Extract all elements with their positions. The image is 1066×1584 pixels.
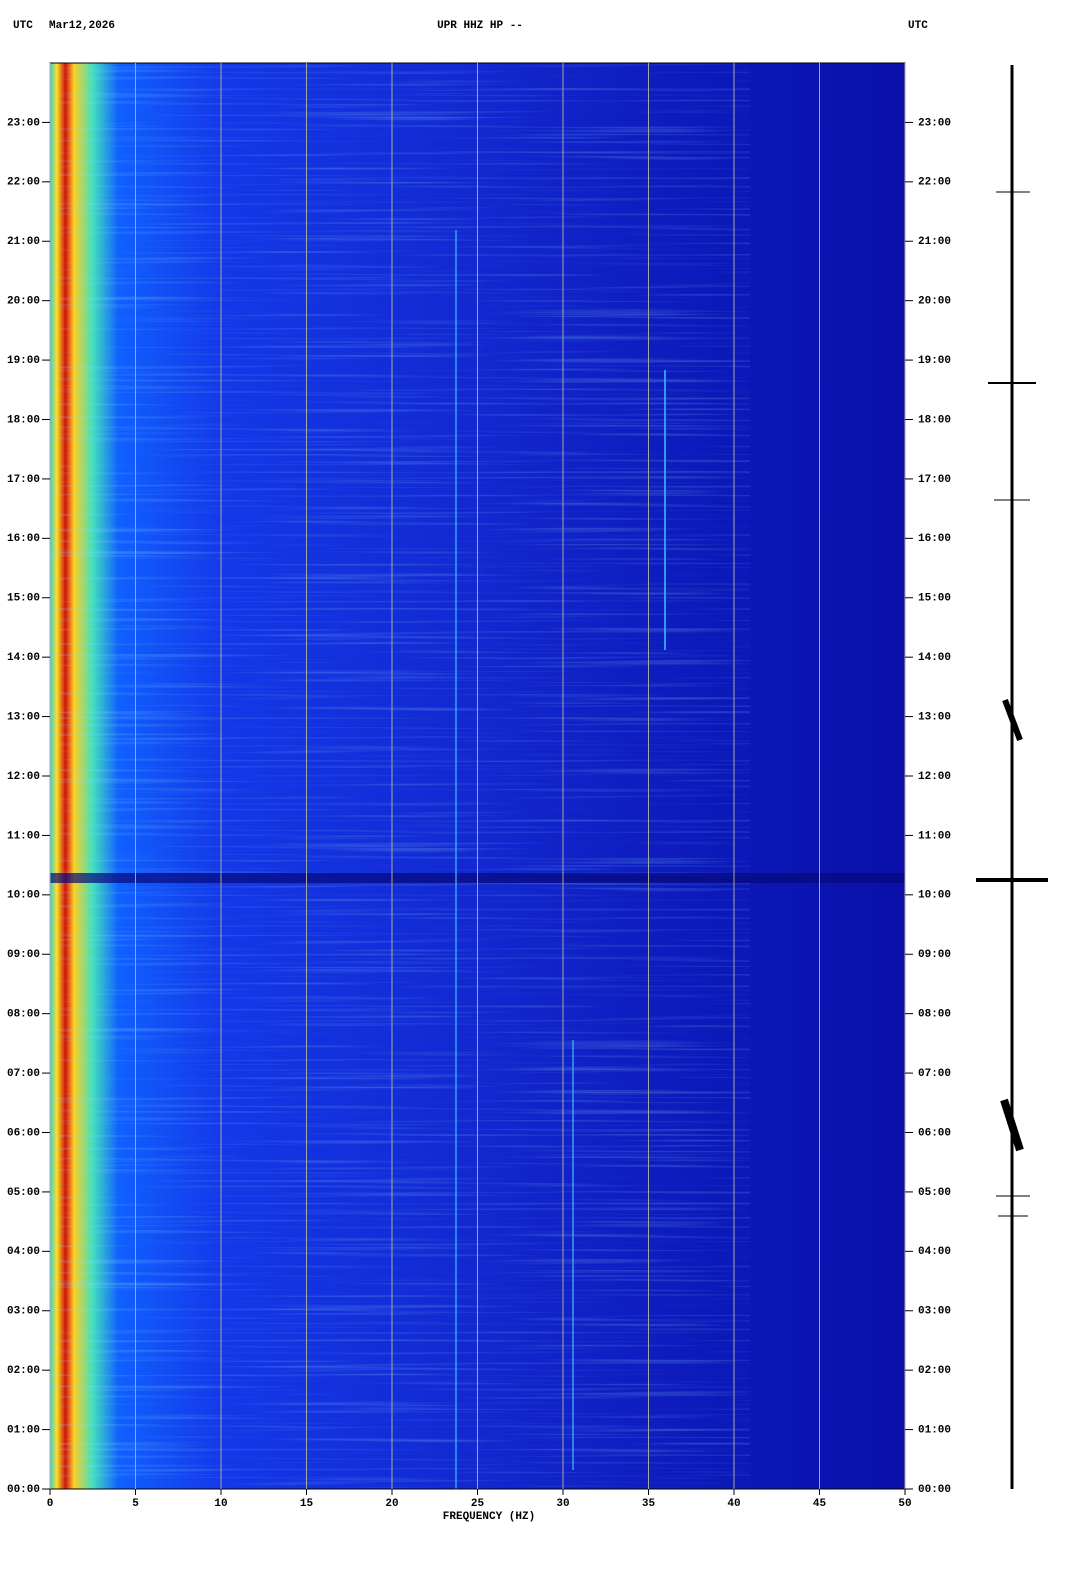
y-tick-label: 20:00 [918, 296, 951, 308]
y-tick-label: 18:00 [918, 414, 951, 426]
x-tick-label: 35 [642, 1498, 656, 1510]
y-tick-label: 09:00 [918, 949, 951, 961]
y-tick-label: 04:00 [7, 1246, 40, 1258]
y-tick-label: 16:00 [7, 533, 40, 545]
y-tick-label: 12:00 [918, 771, 951, 783]
y-tick-label: 17:00 [7, 474, 40, 486]
y-tick-label: 04:00 [918, 1246, 951, 1258]
y-tick-label: 23:00 [7, 117, 40, 129]
x-tick-label: 10 [214, 1498, 227, 1510]
y-tick-label: 09:00 [7, 949, 40, 961]
y-tick-label: 16:00 [918, 533, 951, 545]
y-tick-label: 17:00 [918, 474, 951, 486]
y-tick-label: 21:00 [918, 236, 951, 248]
y-tick-label: 12:00 [7, 771, 40, 783]
y-tick-label: 03:00 [918, 1306, 951, 1318]
x-tick-label: 15 [300, 1498, 314, 1510]
x-tick-label: 50 [898, 1498, 911, 1510]
y-tick-label: 11:00 [7, 830, 40, 842]
y-tick-label: 14:00 [918, 652, 951, 664]
y-tick-label: 05:00 [7, 1187, 40, 1199]
spectrogram-streaks [50, 63, 750, 1489]
y-tick-label: 02:00 [7, 1365, 40, 1377]
timezone-label: UTC [13, 20, 33, 32]
x-tick-label: 45 [813, 1498, 827, 1510]
y-tick-label: 10:00 [7, 890, 40, 902]
y-tick-label: 08:00 [7, 1009, 40, 1021]
seismogram [976, 65, 1048, 1489]
y-tick-label: 19:00 [7, 355, 40, 367]
y-tick-label: 01:00 [7, 1424, 40, 1436]
y-tick-label: 13:00 [7, 711, 40, 723]
y-tick-label: 05:00 [918, 1187, 951, 1199]
y-tick-label: 14:00 [7, 652, 40, 664]
y-tick-label: 02:00 [918, 1365, 951, 1377]
y-tick-label: 01:00 [918, 1424, 951, 1436]
y-tick-label: 07:00 [918, 1068, 951, 1080]
y-tick-label: 22:00 [7, 177, 40, 189]
y-tick-label: 06:00 [918, 1127, 951, 1139]
x-tick-label: 40 [727, 1498, 740, 1510]
y-tick-label: 15:00 [7, 593, 40, 605]
x-tick-label: 0 [47, 1498, 54, 1510]
y-tick-label: 18:00 [7, 414, 40, 426]
y-tick-label: 20:00 [7, 296, 40, 308]
y-tick-label: 06:00 [7, 1127, 40, 1139]
x-tick-label: 5 [132, 1498, 139, 1510]
y-tick-label: 10:00 [918, 890, 951, 902]
y-tick-label: 03:00 [7, 1306, 40, 1318]
y-tick-label: 15:00 [918, 593, 951, 605]
y-tick-label: 07:00 [7, 1068, 40, 1080]
x-axis-title: FREQUENCY (HZ) [443, 1511, 535, 1523]
x-tick-label: 25 [471, 1498, 485, 1510]
y-tick-label: 00:00 [918, 1484, 951, 1496]
x-tick-label: 30 [556, 1498, 569, 1510]
y-tick-label: 22:00 [918, 177, 951, 189]
y-tick-label: 11:00 [918, 830, 951, 842]
chart-title: UPR HHZ HP -- [437, 20, 523, 32]
y-tick-label: 23:00 [918, 117, 951, 129]
x-tick-label: 20 [385, 1498, 398, 1510]
y-tick-label: 19:00 [918, 355, 951, 367]
timezone-label: UTC [908, 20, 928, 32]
y-tick-label: 21:00 [7, 236, 40, 248]
y-tick-label: 00:00 [7, 1484, 40, 1496]
y-tick-label: 13:00 [918, 711, 951, 723]
date-label: Mar12,2026 [49, 20, 115, 32]
y-tick-label: 08:00 [918, 1009, 951, 1021]
